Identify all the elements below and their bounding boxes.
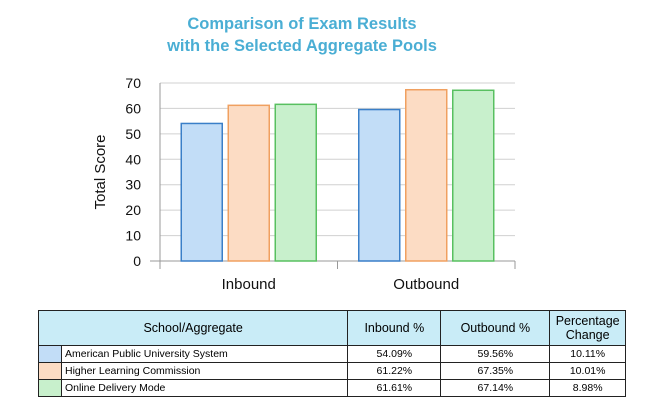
y-tick-label: 70 bbox=[125, 75, 141, 91]
color-swatch bbox=[38, 345, 62, 363]
header-change-line-2: Change bbox=[565, 328, 610, 342]
bar bbox=[274, 103, 317, 262]
y-tick-label: 10 bbox=[125, 228, 141, 244]
header-percentage-change: Percentage Change bbox=[549, 310, 626, 346]
y-tick-label: 50 bbox=[125, 126, 141, 142]
x-tick-label: Outbound bbox=[393, 276, 459, 293]
chart-title-line-1: Comparison of Exam Results bbox=[187, 15, 417, 33]
header-inbound: Inbound % bbox=[347, 310, 442, 346]
bar bbox=[358, 108, 401, 262]
bar bbox=[180, 122, 223, 262]
header-outbound: Outbound % bbox=[440, 310, 551, 346]
x-tick-label: Inbound bbox=[222, 276, 276, 293]
table-header-row: School/Aggregate Inbound % Outbound % Pe… bbox=[37, 310, 626, 346]
row-outbound: 59.56% bbox=[440, 345, 551, 363]
row-inbound: 61.61% bbox=[347, 379, 442, 397]
bar bbox=[452, 89, 495, 262]
row-change: 8.98% bbox=[549, 379, 626, 397]
table-row: American Public University System 54.09%… bbox=[38, 345, 626, 363]
row-change: 10.11% bbox=[549, 345, 626, 363]
bar-chart: 0 10 20 30 40 50 60 70 Inbound Outbound Total Scor… bbox=[92, 75, 516, 293]
header-school: School/Aggregate bbox=[37, 310, 349, 346]
header-change-line-1: Percentage bbox=[555, 314, 620, 328]
bar bbox=[405, 88, 448, 262]
chart-title-line-2: with the Selected Aggregate Pools bbox=[167, 37, 437, 55]
row-inbound: 61.22% bbox=[347, 362, 442, 380]
y-axis-label: Total Score bbox=[92, 134, 109, 209]
chart-title: Comparison of Exam Results with the Sele… bbox=[0, 13, 604, 57]
color-swatch bbox=[38, 379, 62, 397]
color-swatch bbox=[38, 362, 62, 380]
row-outbound: 67.14% bbox=[440, 379, 551, 397]
row-change: 10.01% bbox=[549, 362, 626, 380]
y-tick-label: 30 bbox=[125, 177, 141, 193]
table-row: Higher Learning Commission 61.22% 67.35%… bbox=[38, 362, 626, 380]
row-name: Online Delivery Mode bbox=[60, 379, 349, 397]
y-tick-label: 40 bbox=[125, 151, 141, 167]
table-row: Online Delivery Mode 61.61% 67.14% 8.98% bbox=[38, 379, 626, 397]
row-name: Higher Learning Commission bbox=[60, 362, 349, 380]
row-outbound: 67.35% bbox=[440, 362, 551, 380]
y-tick-label: 20 bbox=[125, 202, 141, 218]
results-table: School/Aggregate Inbound % Outbound % Pe… bbox=[37, 310, 626, 397]
y-tick-label: 60 bbox=[125, 100, 141, 116]
row-name: American Public University System bbox=[60, 345, 349, 363]
row-inbound: 54.09% bbox=[347, 345, 442, 363]
bar bbox=[227, 104, 270, 262]
y-tick-label: 0 bbox=[133, 253, 141, 269]
